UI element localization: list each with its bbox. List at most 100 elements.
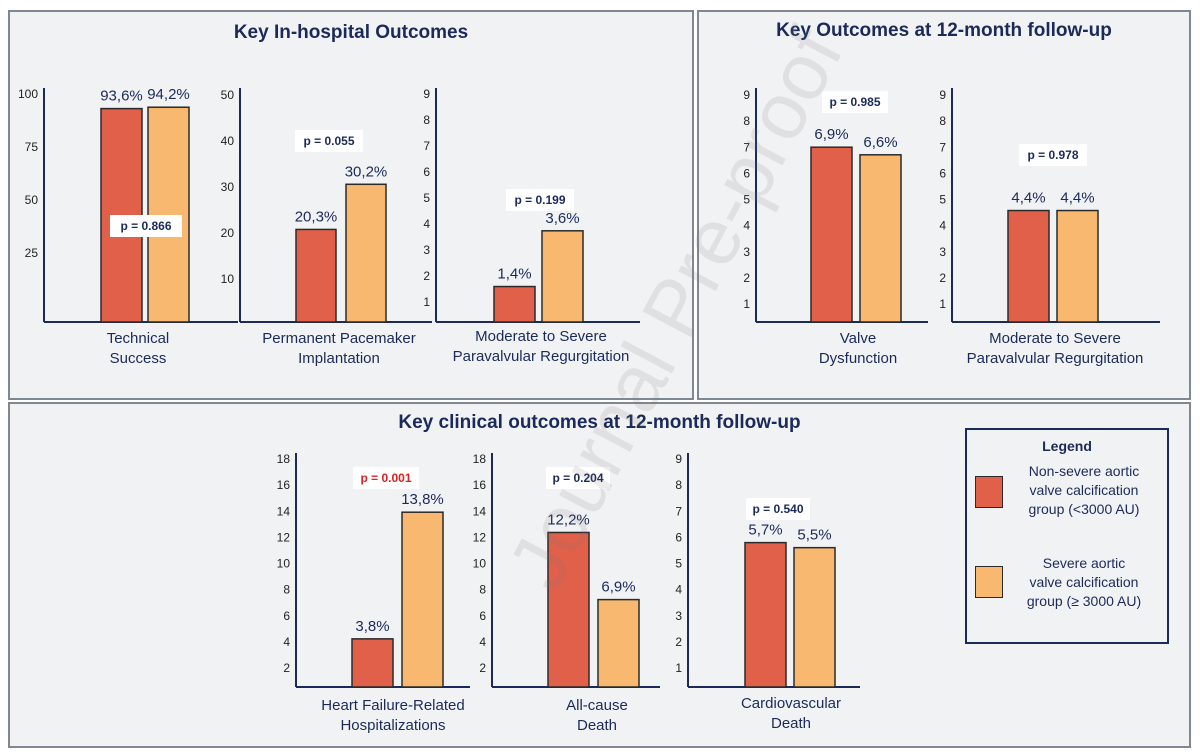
category-label: Hospitalizations [340,717,445,734]
y-tick-label: 16 [473,478,487,492]
y-tick-label: 14 [473,504,487,518]
y-tick-label: 5 [675,557,682,571]
y-tick-label: 6 [743,166,750,180]
p-value-label: p = 0.866 [120,219,171,233]
y-tick-label: 5 [939,193,946,207]
bar [793,546,836,688]
inhospital-title: Key In-hospital Outcomes [233,22,469,43]
followup-panel: Key Outcomes at 12-month follow-up [697,10,1191,400]
y-tick-label: 1 [939,297,946,311]
y-tick-label: 14 [277,504,291,518]
bar [810,146,853,323]
bar [351,638,394,688]
y-tick-label: 2 [479,661,486,675]
bar [859,154,902,323]
bar-value-label: 13,8% [401,491,444,508]
y-tick-label: 7 [743,140,750,154]
y-tick-label: 6 [423,165,430,179]
category-label: Paravalvular Regurgitation [453,348,630,365]
category-label: Death [771,715,811,732]
p-value-box [295,130,363,152]
y-tick-label: 6 [675,530,682,544]
bar-value-label: 20,3% [295,208,338,225]
bar [597,598,640,688]
y-tick-label: 10 [473,557,487,571]
y-tick-label: 3 [423,243,430,257]
legend-swatch-severe [975,566,1003,598]
bar-value-label: 30,2% [345,163,388,180]
y-tick-label: 6 [939,166,946,180]
bar-value-label: 4,4% [1060,190,1094,207]
category-label: Valve [840,330,876,347]
category-label: Cardiovascular [741,695,841,712]
bar [147,106,190,323]
category-label: Dysfunction [819,350,897,367]
y-tick-label: 16 [277,478,291,492]
p-value-box [506,189,574,211]
y-tick-label: 25 [25,246,39,260]
y-tick-label: 4 [283,635,290,649]
bar-value-label: 93,6% [100,88,143,105]
followup-title: Key Outcomes at 12-month follow-up [776,20,1112,41]
y-tick-label: 8 [423,113,430,127]
y-tick-label: 2 [743,271,750,285]
legend-label-severe-line1: Severe aortic [1042,555,1126,571]
legend-label-severe-line2: valve calcification [1029,574,1139,590]
y-tick-label: 8 [675,478,682,492]
y-tick-label: 100 [18,87,38,101]
y-tick-label: 7 [675,504,682,518]
y-tick-label: 2 [939,271,946,285]
bar-value-label: 4,4% [1011,190,1045,207]
legend-label-nonsevere-line3: group (<3000 AU) [1028,501,1140,517]
y-tick-label: 2 [675,635,682,649]
y-tick-label: 30 [221,180,235,194]
y-tick-label: 9 [939,88,946,102]
bar [1056,209,1099,323]
bar-value-label: 3,8% [355,618,389,635]
y-tick-label: 4 [479,635,486,649]
y-tick-label: 40 [221,134,235,148]
y-tick-label: 8 [283,583,290,597]
bar-value-label: 3,6% [545,210,579,227]
category-label: Success [110,350,167,367]
y-tick-label: 3 [675,609,682,623]
legend-label-severe-line3: group (≥ 3000 AU) [1026,593,1142,609]
legend-label-nonsevere: Non-severe aortic valve calcification gr… [1009,462,1159,519]
y-tick-label: 6 [479,609,486,623]
y-tick-label: 12 [277,530,291,544]
y-tick-label: 9 [675,452,682,466]
bar [541,230,584,323]
category-label: Moderate to Severe [989,330,1121,347]
p-value-label: p = 0.204 [552,471,603,485]
y-tick-label: 1 [743,297,750,311]
y-tick-label: 10 [221,272,235,286]
p-value-box [1019,144,1087,166]
y-tick-label: 4 [939,219,946,233]
legend-swatch-nonsevere [975,476,1003,508]
y-tick-label: 3 [743,245,750,259]
bar-value-label: 6,9% [814,126,848,143]
category-label: Death [577,717,617,734]
bar-value-label: 6,9% [601,579,635,596]
p-value-box [822,91,888,113]
category-label: Heart Failure-Related [321,697,464,714]
p-value-label: p = 0.001 [360,471,411,485]
category-label: Paravalvular Regurgitation [967,350,1144,367]
bar-value-label: 5,7% [748,522,782,539]
y-tick-label: 4 [675,583,682,597]
legend-label-nonsevere-line1: Non-severe aortic [1028,463,1140,479]
p-value-label: p = 0.055 [303,134,354,148]
bar-value-label: 12,2% [547,511,590,528]
bar [1007,209,1050,323]
bar [547,531,590,688]
bar-value-label: 6,6% [863,134,897,151]
bar [401,511,444,688]
y-tick-label: 4 [423,217,430,231]
y-tick-label: 9 [423,87,430,101]
y-tick-label: 18 [473,452,487,466]
p-value-box [353,467,419,489]
legend: Legend Non-severe aortic valve calcifica… [965,428,1169,644]
p-value-box [746,498,810,520]
legend-label-nonsevere-line2: valve calcification [1029,482,1139,498]
